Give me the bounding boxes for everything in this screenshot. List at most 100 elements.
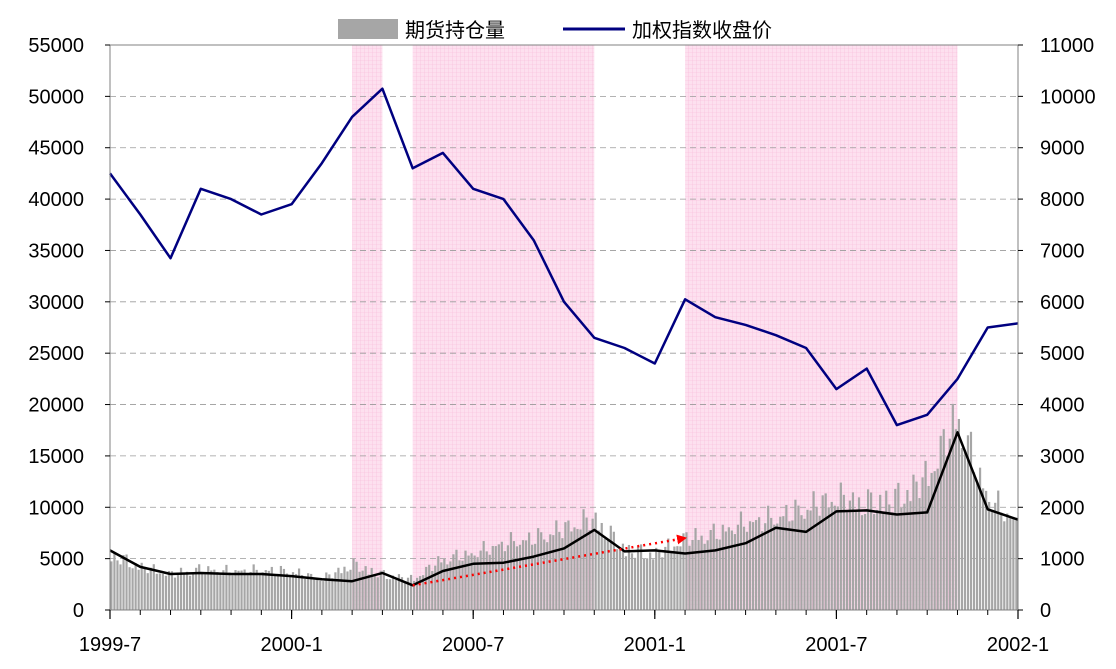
- open-interest-bar: [207, 566, 210, 610]
- open-interest-bar: [170, 571, 174, 610]
- open-interest-bar: [337, 567, 340, 610]
- open-interest-bar: [409, 574, 413, 610]
- open-interest-bar: [334, 572, 337, 610]
- open-interest-bar: [848, 500, 852, 610]
- open-interest-bar: [960, 447, 964, 610]
- left-tick-label: 25000: [28, 343, 84, 365]
- open-interest-bar: [975, 483, 979, 610]
- open-interest-bar: [110, 561, 113, 610]
- open-interest-bar: [791, 520, 794, 610]
- open-interest-bar: [149, 567, 152, 610]
- right-axis-ticks: 0 1000 2000 3000 4000 5000 6000 7000 8000 9000 100…: [1018, 35, 1096, 622]
- open-interest-bar: [216, 572, 219, 610]
- open-interest-bar: [494, 546, 497, 610]
- open-interest-bar: [549, 534, 552, 610]
- open-interest-bar: [794, 499, 797, 610]
- open-interest-bar: [621, 543, 625, 610]
- open-interest-bar: [694, 528, 697, 610]
- open-interest-bar: [488, 554, 491, 610]
- left-tick-label: 35000: [28, 240, 84, 262]
- open-interest-bar: [204, 573, 207, 610]
- open-interest-bar: [954, 429, 957, 610]
- open-interest-bar: [927, 486, 930, 610]
- open-interest-bar: [988, 501, 991, 610]
- open-interest-bar: [721, 524, 724, 610]
- open-interest-bar: [500, 541, 503, 610]
- open-interest-bar: [770, 517, 773, 610]
- open-interest-bar: [873, 514, 876, 610]
- open-interest-bar: [343, 566, 346, 610]
- open-interest-bar: [331, 578, 334, 610]
- open-interest-bar: [376, 577, 379, 610]
- open-interest-bar: [273, 574, 276, 610]
- open-interest-bar: [894, 488, 897, 610]
- legend: 期货持仓量 加权指数收盘价: [338, 18, 772, 42]
- open-interest-bar: [673, 546, 676, 610]
- open-interest-bar: [897, 482, 900, 610]
- open-interest-bar: [464, 550, 467, 610]
- open-interest-bar: [358, 571, 361, 610]
- open-interest-bar: [606, 540, 609, 610]
- open-interest-bar: [285, 573, 289, 610]
- open-interest-bar: [531, 544, 534, 610]
- open-interest-bar: [364, 566, 367, 610]
- open-interest-bar: [219, 573, 222, 610]
- open-interest-bar: [676, 546, 679, 610]
- index-close-line: [108, 87, 1019, 427]
- open-interest-bar: [552, 535, 555, 610]
- open-interest-bar: [703, 543, 706, 610]
- open-interest-bar: [803, 518, 806, 610]
- open-interest-bar: [307, 573, 310, 610]
- open-interest-bar: [397, 574, 401, 610]
- open-interest-bar: [310, 573, 313, 610]
- open-interest-bar: [403, 581, 407, 610]
- open-interest-bar: [579, 529, 582, 610]
- open-interest-bar: [128, 567, 131, 610]
- open-interest-bar: [540, 532, 543, 610]
- open-interest-bar: [997, 490, 1000, 610]
- open-interest-bar: [258, 573, 261, 610]
- open-interest-bar: [842, 494, 845, 610]
- open-interest-bar: [297, 568, 301, 610]
- open-interest-bar: [189, 575, 192, 610]
- open-interest-bar: [361, 570, 364, 610]
- open-interest-bar: [137, 569, 140, 610]
- open-interest-bar: [1012, 517, 1015, 610]
- open-interest-bar: [422, 575, 425, 610]
- open-interest-bar: [652, 559, 655, 610]
- open-interest-bar: [434, 565, 437, 610]
- open-interest-bar: [655, 547, 658, 610]
- open-interest-bar: [425, 566, 428, 610]
- open-interest-bar: [939, 435, 942, 610]
- open-interest-bar: [994, 502, 997, 610]
- open-interest-bar: [443, 558, 446, 610]
- open-interest-bar: [1009, 517, 1012, 610]
- open-interest-bar: [618, 549, 621, 610]
- open-interest-bar: [930, 472, 933, 610]
- open-interest-bar: [113, 552, 116, 610]
- open-interest-bar: [969, 431, 973, 610]
- open-interest-bar: [470, 553, 473, 610]
- open-interest-bar: [736, 524, 740, 610]
- open-interest-bar: [733, 534, 737, 610]
- open-interest-bar: [833, 505, 836, 610]
- open-interest-bar: [316, 579, 319, 610]
- open-interest-bar: [524, 540, 528, 610]
- open-interest-bar: [963, 449, 967, 610]
- open-interest-bar: [131, 568, 134, 610]
- open-interest-bar: [664, 546, 667, 610]
- open-interest-bar: [195, 567, 198, 610]
- open-interest-bar: [821, 495, 824, 610]
- open-interest-bar: [706, 540, 709, 610]
- open-interest-smoothed-path: [109, 431, 1019, 587]
- open-interest-bar: [237, 570, 240, 610]
- open-interest-bar: [882, 512, 885, 610]
- open-interest-bar: [643, 558, 646, 610]
- open-interest-bar: [863, 514, 867, 610]
- open-interest-bar: [915, 481, 918, 610]
- open-interest-bar: [709, 529, 712, 610]
- open-interest-bar: [776, 523, 779, 610]
- open-interest-bar: [857, 497, 861, 610]
- open-interest-bar: [240, 570, 243, 610]
- open-interest-bar: [270, 566, 273, 610]
